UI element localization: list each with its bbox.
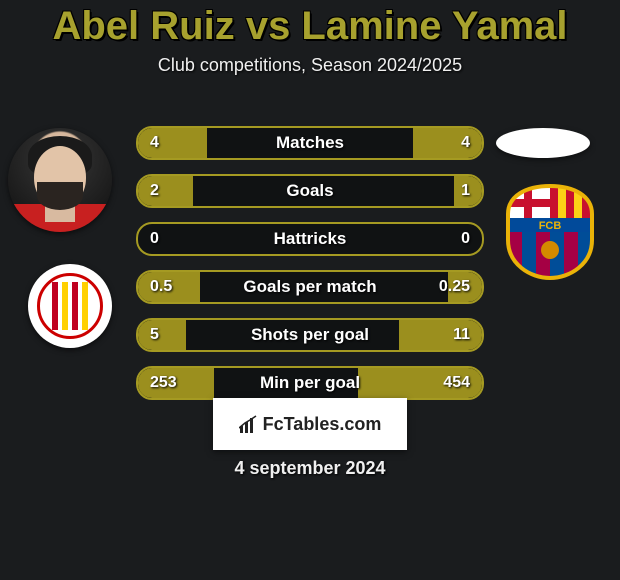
subtitle: Club competitions, Season 2024/2025	[0, 55, 620, 76]
stat-value-left: 2	[150, 176, 159, 206]
stat-value-left: 0.5	[150, 272, 172, 302]
stat-row: 253454Min per goal	[136, 366, 484, 400]
stat-value-right: 4	[461, 128, 470, 158]
comparison-card: Abel Ruiz vs Lamine Yamal Club competiti…	[0, 4, 620, 580]
stat-row: 44Matches	[136, 126, 484, 160]
player1-avatar	[8, 128, 112, 232]
stat-row: 0.50.25Goals per match	[136, 270, 484, 304]
logo-text: FcTables.com	[263, 414, 382, 435]
stat-fill-left	[138, 128, 207, 158]
club1-crest-icon	[37, 273, 103, 339]
stat-value-right: 0	[461, 224, 470, 254]
stats-list: 44Matches21Goals00Hattricks0.50.25Goals …	[136, 126, 484, 414]
player2-avatar	[496, 128, 590, 158]
club1-badge	[28, 264, 112, 348]
stat-fill-left	[138, 176, 193, 206]
stat-value-right: 11	[453, 320, 470, 350]
stat-value-right: 0.25	[439, 272, 470, 302]
stat-value-left: 4	[150, 128, 159, 158]
club2-badge: FCB	[500, 182, 600, 282]
svg-text:FCB: FCB	[539, 220, 562, 232]
stat-value-left: 0	[150, 224, 159, 254]
stat-value-left: 5	[150, 320, 159, 350]
stat-value-left: 253	[150, 368, 177, 398]
stat-value-right: 1	[461, 176, 470, 206]
fctables-logo[interactable]: FcTables.com	[213, 398, 407, 450]
chart-bars-icon	[239, 414, 259, 434]
stat-label: Hattricks	[138, 224, 482, 254]
page-title: Abel Ruiz vs Lamine Yamal	[0, 4, 620, 49]
stat-fill-right	[413, 128, 482, 158]
date-text: 4 september 2024	[0, 458, 620, 479]
stat-row: 0 0Hattricks	[136, 222, 484, 256]
stat-row: 21Goals	[136, 174, 484, 208]
stat-fill-left	[138, 320, 186, 350]
stat-row: 511Shots per goal	[136, 318, 484, 352]
stat-value-right: 454	[443, 368, 470, 398]
club2-crest-icon: FCB	[500, 182, 600, 282]
